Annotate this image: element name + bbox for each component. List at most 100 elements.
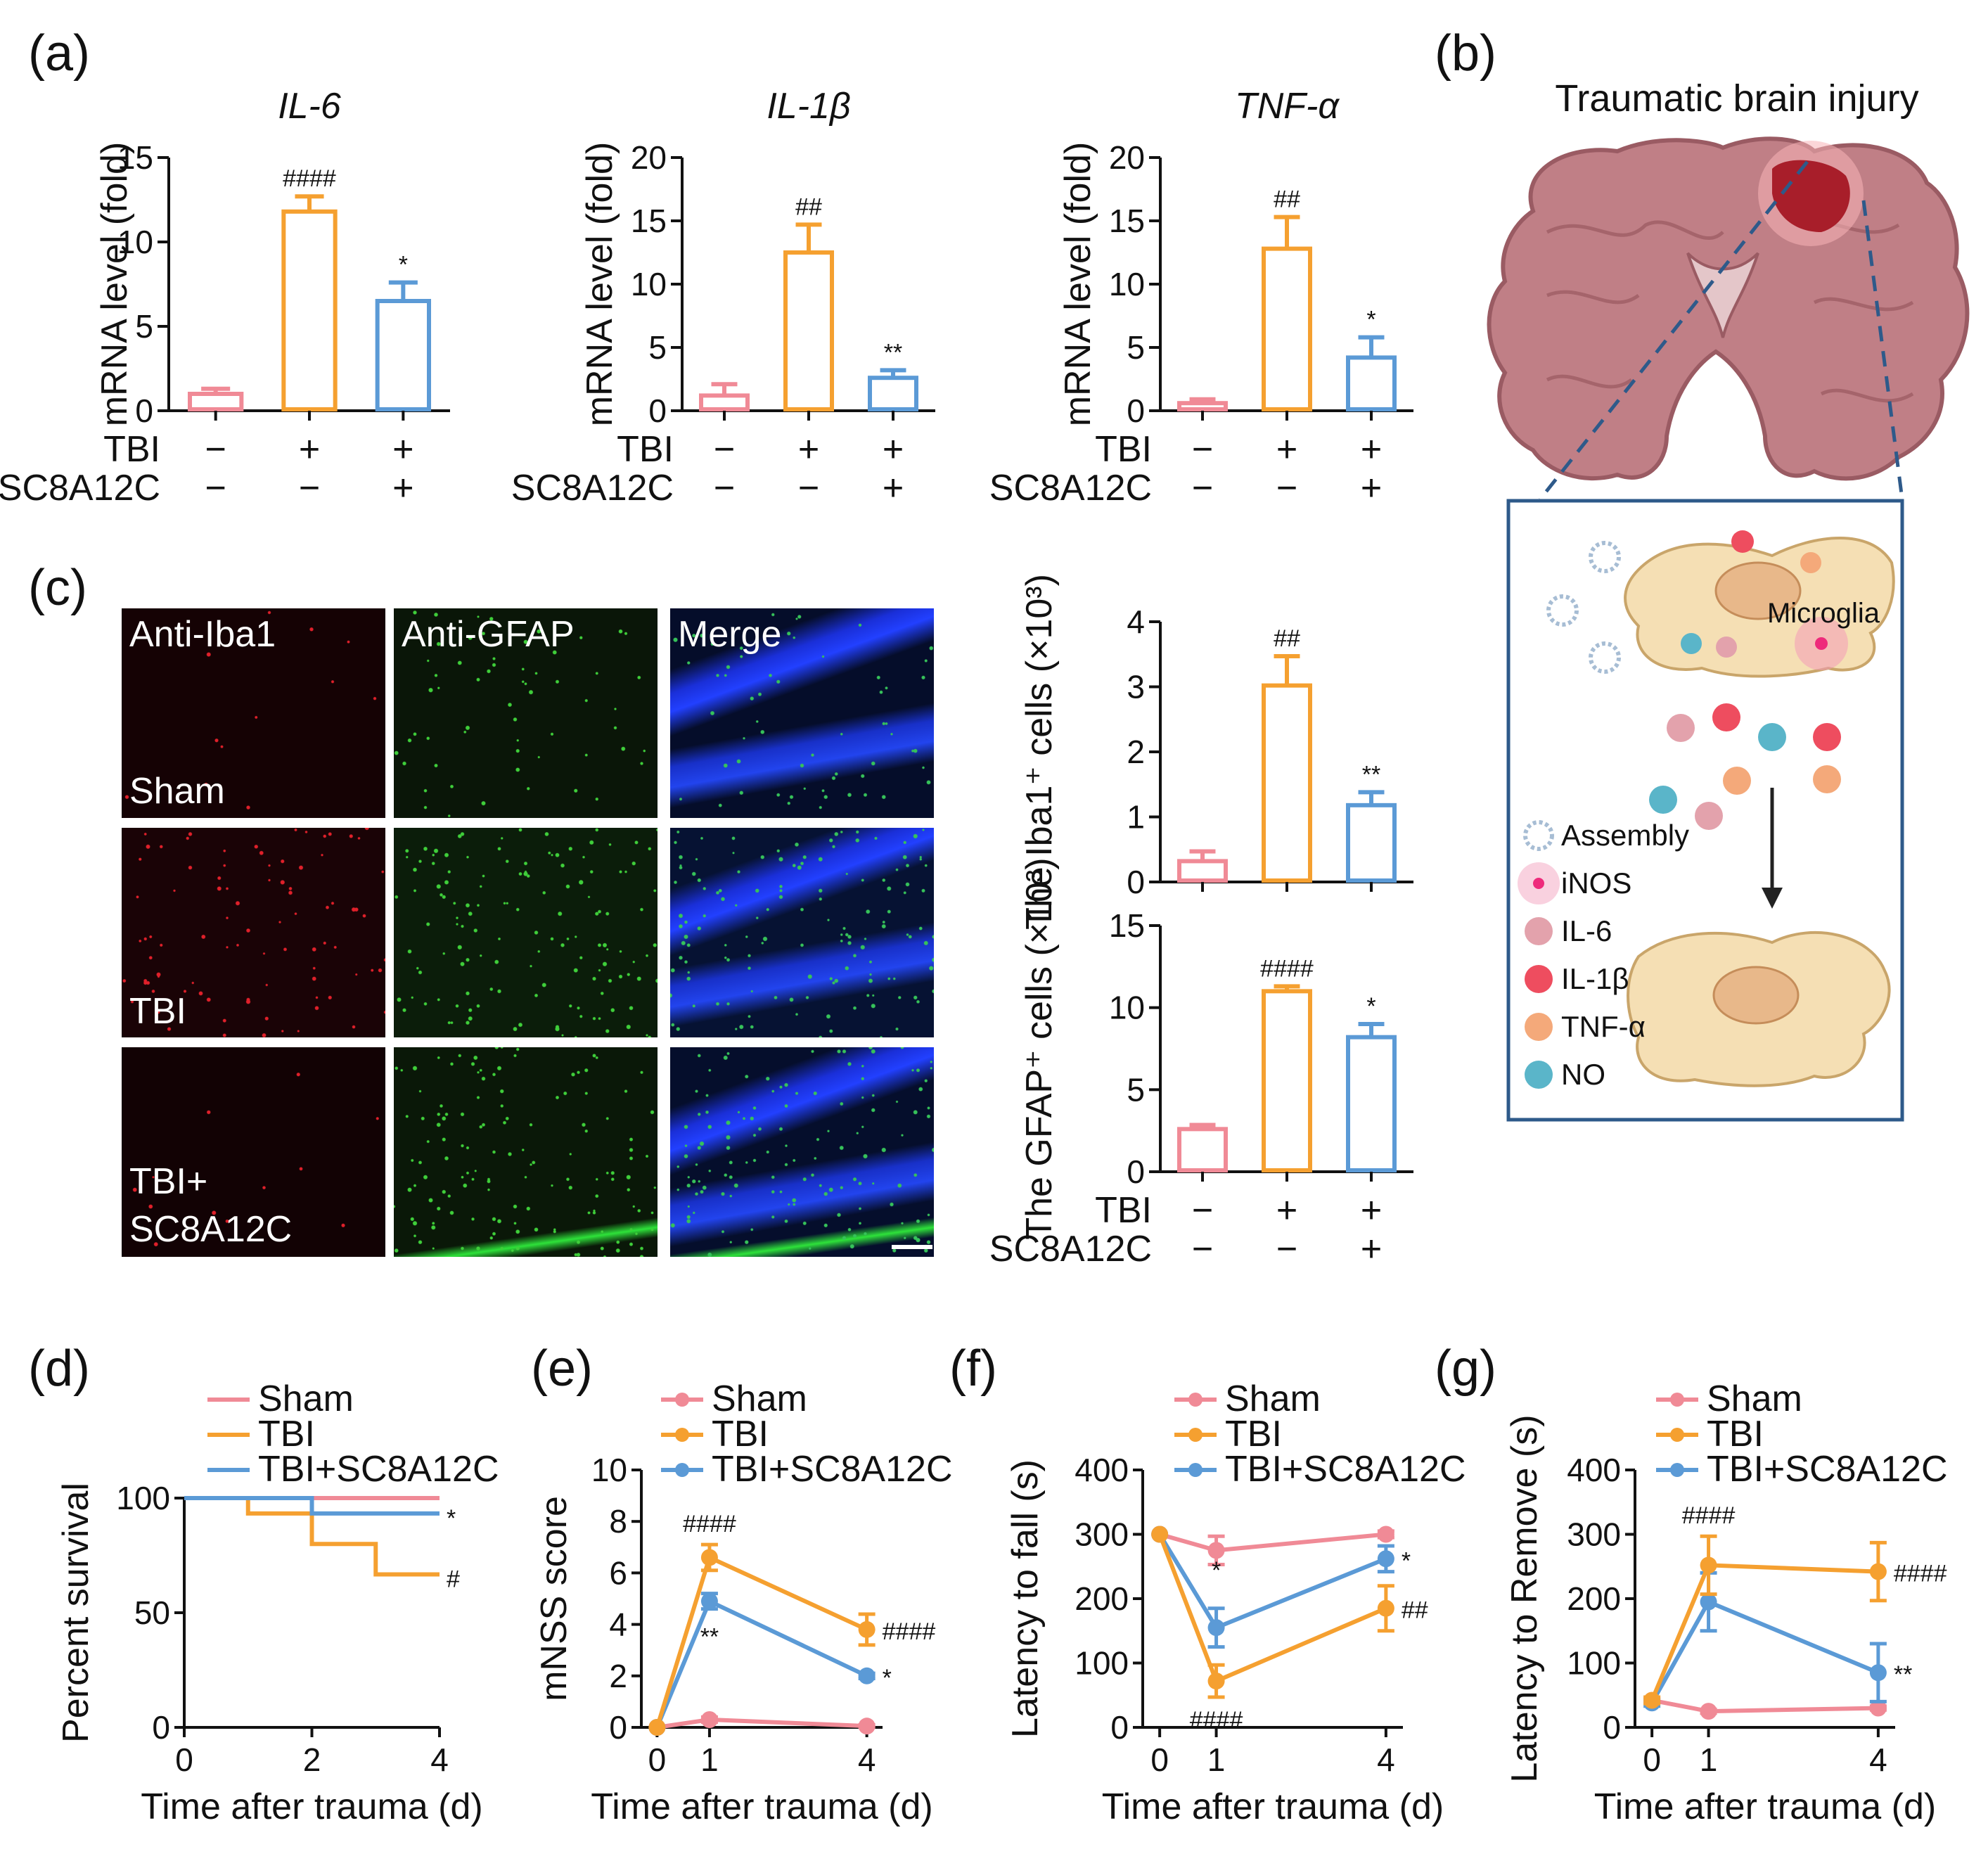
data-point — [1151, 1526, 1169, 1543]
micrograph-row-label: SC8A12C — [129, 1209, 293, 1250]
significance-label: ## — [1402, 1597, 1428, 1624]
y-tick-label: 6 — [609, 1554, 627, 1591]
data-point — [858, 1667, 876, 1684]
schematic-legend: Assembly iNOS IL-6 IL-1β TNF-α NO — [1518, 819, 1689, 1091]
micrograph-r2-c1 — [390, 1044, 661, 1260]
y-tick-label: 300 — [1075, 1516, 1129, 1553]
micrograph-row-label: TBI — [129, 991, 186, 1032]
legend-icon-2 — [1525, 917, 1553, 945]
y-axis-label: The GFAP⁺ cells (×10³) — [1019, 857, 1060, 1239]
legend-label: TBI+SC8A12C — [1707, 1449, 1948, 1490]
group-row-label: SC8A12C — [989, 1229, 1152, 1270]
legend-marker — [1188, 1428, 1203, 1442]
bar-1 — [1262, 683, 1312, 883]
group-sign: − — [714, 468, 735, 509]
group-sign: + — [392, 468, 413, 509]
significance-label: #### — [883, 1618, 936, 1645]
legend-icon-inos — [1533, 878, 1544, 889]
y-tick-label: 5 — [1127, 329, 1145, 366]
y-tick-label: 2 — [1127, 734, 1145, 770]
significance-label: ## — [795, 193, 822, 220]
chart-f: 0 100 200 300 400 0 1 4 Time after trauma (d) Lat… — [1005, 1379, 1466, 1827]
panel-label-f: (f) — [949, 1341, 997, 1397]
chart-c1: 0 1 2 3 4 ## ** The Iba1⁺ cells (×10³) — [1019, 574, 1413, 930]
group-sign: + — [1276, 429, 1297, 470]
bar-1 — [1262, 246, 1312, 411]
y-tick-label: 0 — [1110, 1709, 1129, 1746]
x-axis-label: Time after trauma (d) — [1102, 1786, 1444, 1827]
legend-icon-4 — [1525, 1013, 1553, 1041]
significance-label: ** — [884, 339, 902, 366]
survival-curve-2 — [184, 1496, 440, 1516]
legend-text: Assembly — [1561, 819, 1689, 852]
group-row-label: SC8A12C — [989, 468, 1152, 509]
arrow-head — [1762, 888, 1783, 909]
y-tick-label: 2 — [609, 1658, 627, 1694]
legend-text: IL-6 — [1561, 914, 1612, 947]
data-point — [858, 1620, 876, 1638]
legend-text: TNF-α — [1561, 1010, 1646, 1043]
y-tick-label: 300 — [1567, 1516, 1621, 1553]
significance-label: * — [883, 1665, 892, 1691]
bar-0 — [1177, 1127, 1228, 1173]
bar-1 — [783, 250, 834, 411]
micrograph-r0-c1 — [390, 605, 661, 821]
tbi-schematic: Traumatic brain injury Microglia — [1487, 77, 1970, 1122]
panel-label-c: (c) — [28, 560, 87, 616]
y-tick-label: 20 — [631, 139, 667, 176]
group-sign: − — [1192, 1190, 1213, 1231]
legend-label: Sham — [1225, 1379, 1321, 1419]
group-sign: − — [1192, 468, 1213, 509]
group-row-label: SC8A12C — [511, 468, 674, 509]
panel-label-b: (b) — [1435, 25, 1496, 82]
significance-label: # — [447, 1566, 460, 1593]
schematic-title: Traumatic brain injury — [1555, 77, 1918, 120]
significance-label: * — [1366, 307, 1375, 333]
legend-text: IL-1β — [1561, 962, 1629, 995]
data-point — [1377, 1599, 1394, 1617]
chart-g: 0 100 200 300 400 0 1 4 Time after trauma (d) Lat… — [1504, 1379, 1948, 1827]
group-sign: − — [1276, 468, 1297, 509]
x-tick-label: 4 — [430, 1741, 449, 1778]
group-sign: + — [883, 468, 904, 509]
significance-label: #### — [283, 165, 336, 192]
zoom-line-left — [1539, 160, 1809, 501]
data-point — [1869, 1664, 1887, 1682]
group-sign: − — [205, 429, 226, 470]
significance-label: #### — [1894, 1561, 1947, 1587]
y-axis-label: mRNA level (fold) — [1058, 142, 1098, 427]
bar-2 — [1346, 1035, 1397, 1172]
y-tick-label: 100 — [1075, 1645, 1129, 1682]
significance-label: * — [1212, 1557, 1221, 1584]
significance-label: * — [1366, 993, 1375, 1020]
legend-marker — [1188, 1463, 1203, 1477]
significance-label: #### — [1682, 1502, 1736, 1529]
chart-title: IL-1β — [767, 86, 850, 127]
micrograph-row-label: TBI+ — [129, 1161, 208, 1202]
y-tick-label: 0 — [1127, 864, 1145, 900]
legend-label: TBI+SC8A12C — [712, 1449, 953, 1490]
group-sign: + — [1361, 1190, 1382, 1231]
x-tick-label: 1 — [1207, 1741, 1226, 1778]
bar-2 — [868, 376, 918, 412]
legend-label: TBI — [712, 1414, 769, 1454]
micrograph-column-label: Anti-GFAP — [402, 614, 575, 655]
x-tick-label: 0 — [1643, 1741, 1661, 1778]
data-point — [700, 1549, 718, 1566]
y-tick-label: 200 — [1567, 1580, 1621, 1617]
legend-text: iNOS — [1561, 866, 1631, 900]
y-tick-label: 4 — [1127, 603, 1145, 640]
significance-label: #### — [1190, 1707, 1243, 1734]
legend-marker — [675, 1393, 689, 1407]
bar-1 — [281, 209, 338, 411]
group-sign: − — [299, 468, 320, 509]
legend-label: TBI+SC8A12C — [1225, 1449, 1466, 1490]
legend-label: Sham — [712, 1379, 807, 1419]
x-axis-label: Time after trauma (d) — [591, 1786, 932, 1827]
y-tick-label: 15 — [1109, 203, 1145, 239]
micrograph-row-label: Sham — [129, 771, 225, 812]
y-axis-label: The Iba1⁺ cells (×10³) — [1019, 574, 1060, 930]
y-tick-label: 5 — [648, 329, 667, 366]
